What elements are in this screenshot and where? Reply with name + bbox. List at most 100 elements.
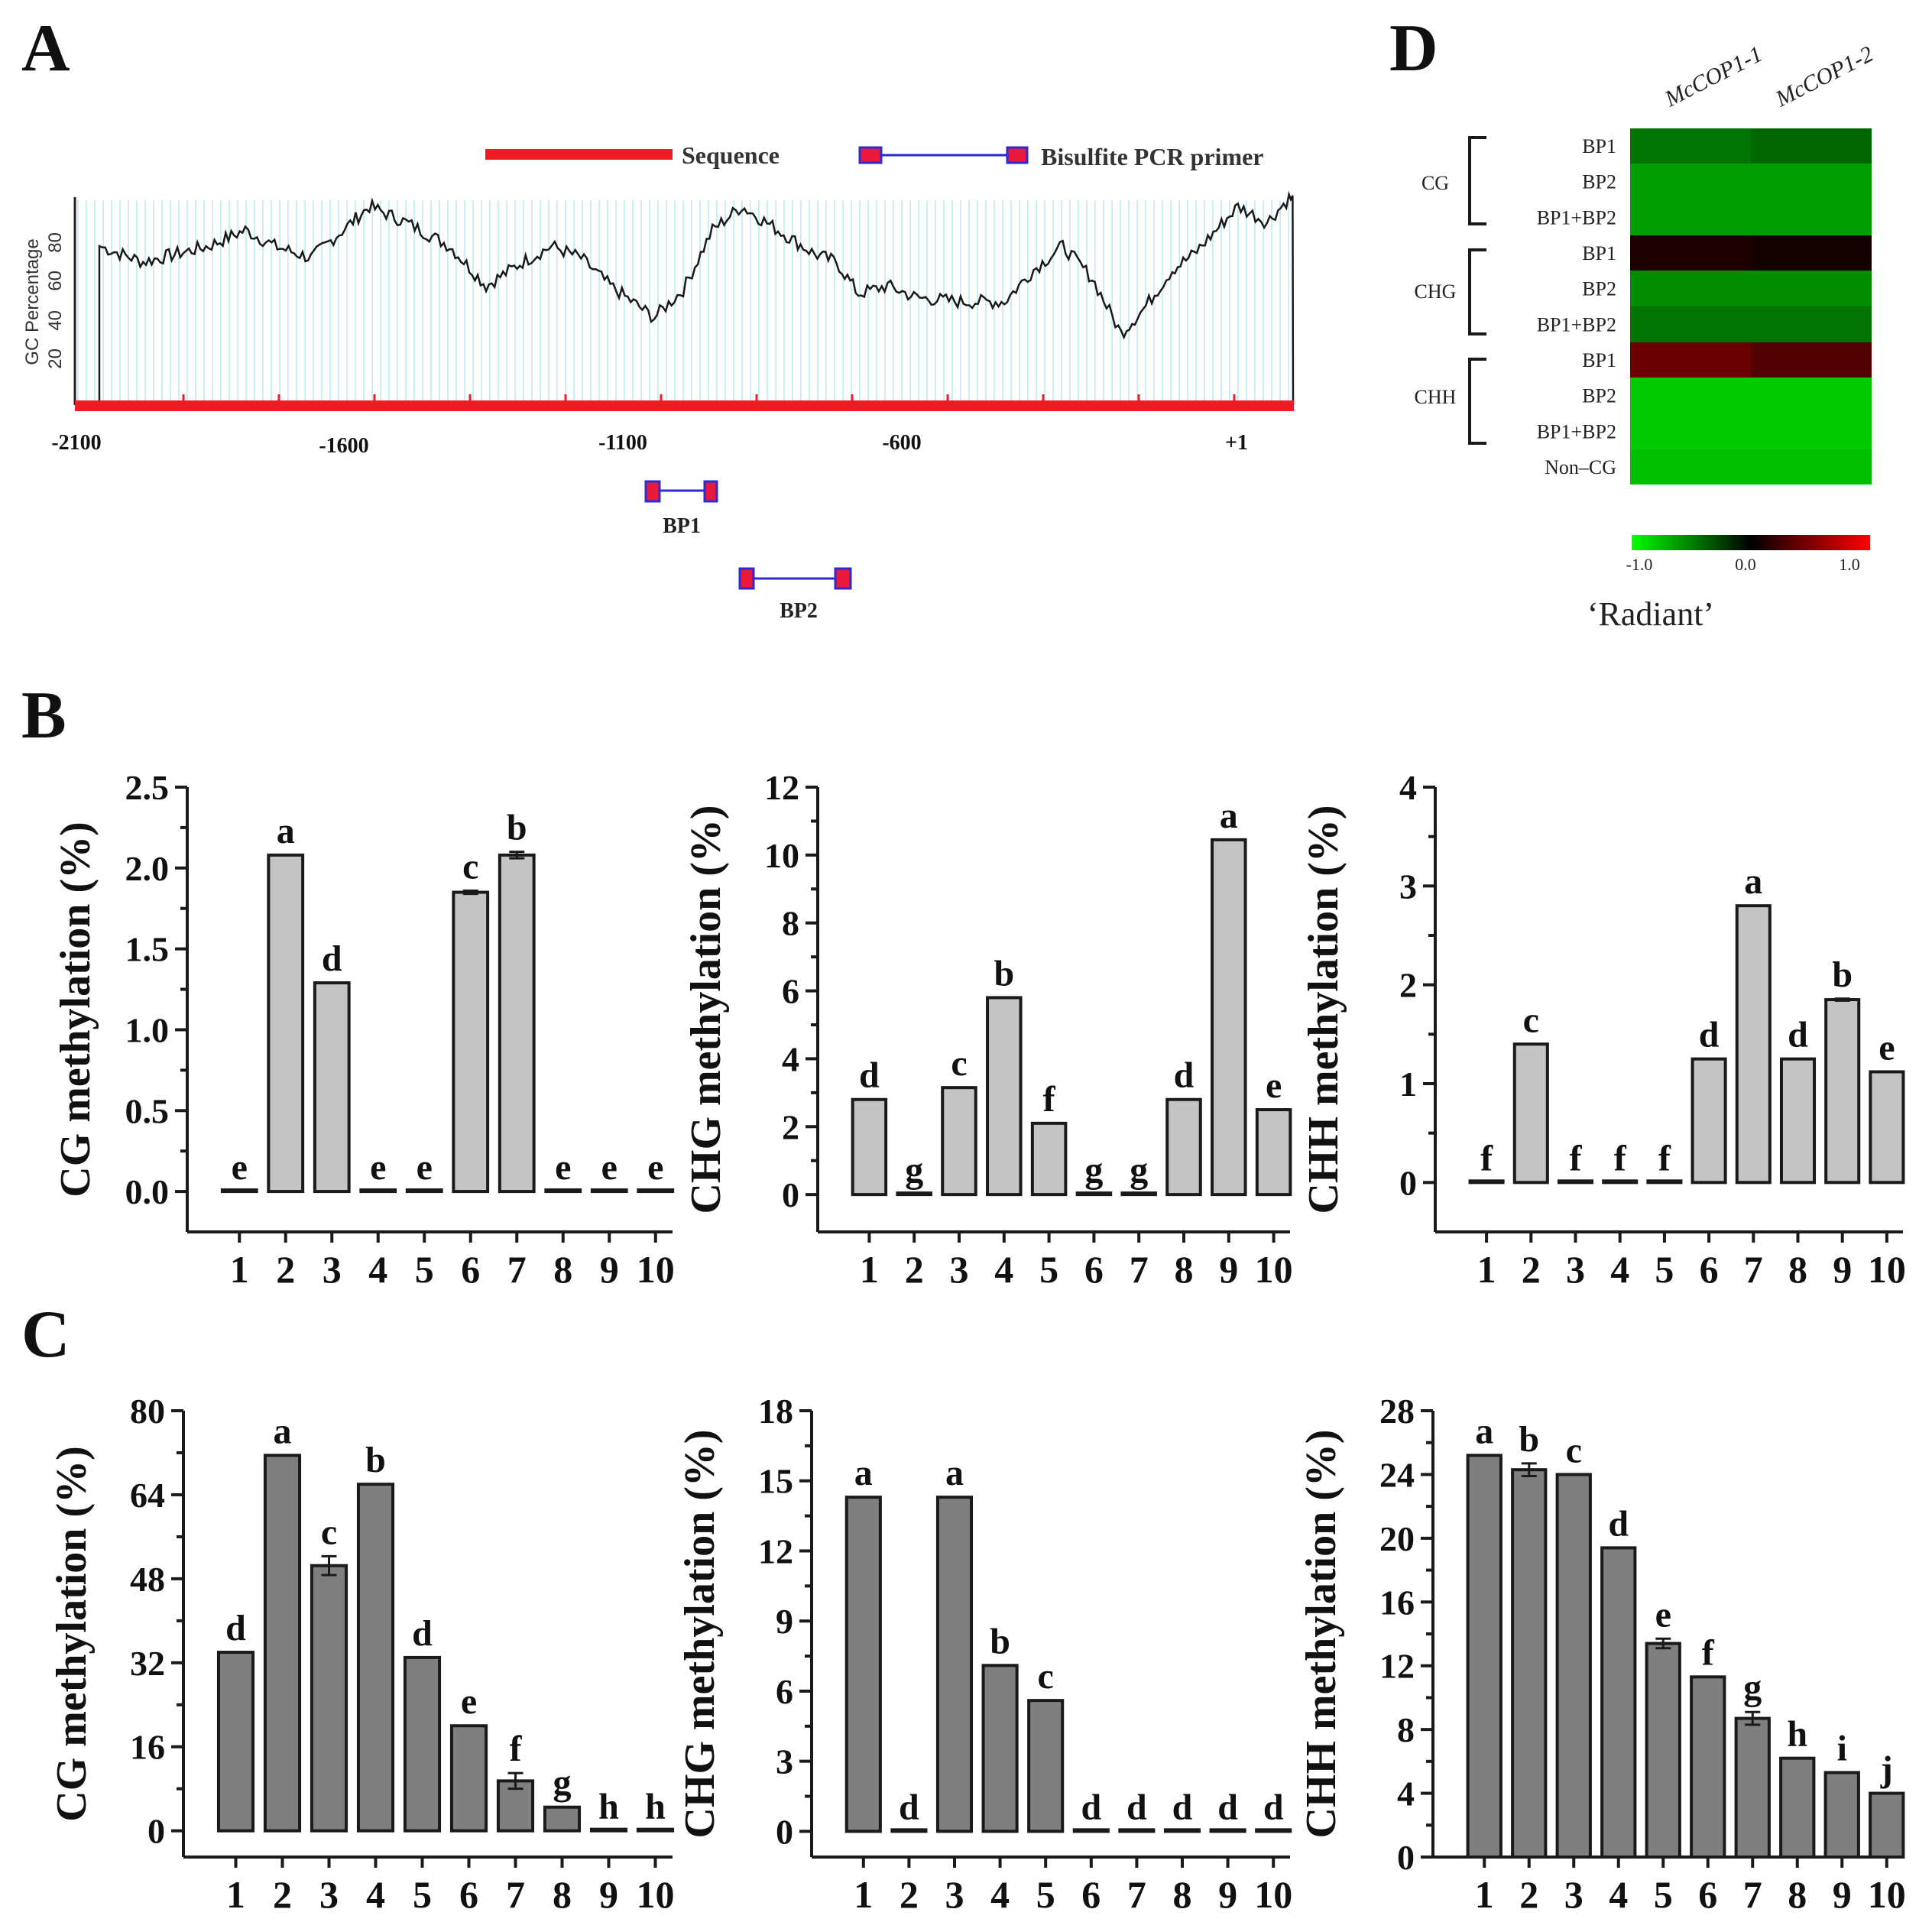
significance-letter: b <box>1832 955 1853 995</box>
bar <box>453 893 488 1192</box>
significance-letter: b <box>507 808 527 848</box>
heatmap-row-label: BP1+BP2 <box>1537 314 1616 336</box>
gc-y-tick-60: 60 <box>45 271 66 291</box>
significance-letter: d <box>1699 1015 1720 1055</box>
scale-label-min: -1.0 <box>1626 555 1653 574</box>
bar <box>1737 906 1770 1182</box>
x-tick-label: 1 <box>1475 1873 1494 1916</box>
y-axis-title: CHH methylation (%) <box>1298 1429 1345 1838</box>
legend-primer-swatch <box>860 147 1027 163</box>
x-tick-label: 2 <box>273 1873 292 1916</box>
y-tick-label: 0 <box>776 1812 793 1851</box>
significance-letter: f <box>510 1729 523 1769</box>
x-tick-label: 6 <box>1700 1248 1719 1291</box>
significance-letter: f <box>1043 1079 1056 1120</box>
y-axis-title: CHG methylation (%) <box>676 1429 724 1838</box>
x-tick-label: 7 <box>1744 1248 1763 1291</box>
x-tick-label: 10 <box>637 1873 675 1916</box>
group-label-chh: CHH <box>1415 386 1457 408</box>
x-tick-label: 2 <box>1522 1248 1541 1291</box>
x-tick-label: 3 <box>319 1873 339 1916</box>
significance-letter: c <box>321 1512 337 1552</box>
gc-grid <box>78 200 1289 400</box>
gc-content-plot: Sequence Bisulfite PCR primer 20 40 60 8… <box>22 141 1294 623</box>
x-tick-label: 3 <box>945 1873 964 1916</box>
y-tick-label: 3 <box>1399 867 1417 906</box>
gc-trace-line <box>99 194 1293 405</box>
y-tick-label: 6 <box>776 1672 793 1711</box>
x-tick-label: 3 <box>1566 1248 1585 1291</box>
bar <box>938 1497 971 1831</box>
gc-x-tick-2100: -2100 <box>51 431 101 455</box>
significance-letter: c <box>462 846 478 886</box>
significance-letter: e <box>1879 1027 1895 1068</box>
significance-letter: c <box>1038 1656 1054 1697</box>
bar <box>361 1190 395 1191</box>
bar <box>942 1087 976 1194</box>
y-tick-label: 10 <box>764 836 799 875</box>
x-tick-label: 6 <box>1081 1873 1101 1916</box>
x-tick-label: 5 <box>415 1248 434 1291</box>
bar <box>897 1193 931 1194</box>
bar <box>1870 1071 1903 1182</box>
heatmap-cell <box>1751 413 1872 449</box>
bar <box>1167 1100 1201 1194</box>
heatmap-cell <box>1630 342 1751 378</box>
bar <box>853 1100 887 1194</box>
bar <box>638 1190 673 1191</box>
gc-y-tick-20: 20 <box>45 348 66 369</box>
bar <box>1120 1830 1153 1831</box>
gc-y-label: GC Percentage <box>22 238 43 365</box>
y-tick-label: 4 <box>1399 768 1417 807</box>
heatmap-cell <box>1630 128 1751 164</box>
x-tick-label: 4 <box>990 1873 1010 1916</box>
x-tick-label: 8 <box>1788 1873 1807 1916</box>
bar <box>1603 1181 1636 1182</box>
panel-letter-b: B <box>21 679 66 753</box>
y-tick-label: 16 <box>130 1728 165 1767</box>
y-tick-label: 4 <box>782 1039 799 1078</box>
y-tick-label: 1 <box>1399 1065 1417 1104</box>
bar <box>1647 1644 1680 1857</box>
y-tick-label: 0 <box>1399 1163 1417 1202</box>
x-tick-label: 5 <box>413 1873 432 1916</box>
bar <box>219 1652 253 1831</box>
significance-letter: d <box>412 1613 433 1654</box>
y-tick-label: 1.0 <box>125 1010 170 1049</box>
heatmap-cell <box>1751 271 1872 306</box>
bracket-cg <box>1470 138 1486 224</box>
x-tick-label: 10 <box>1255 1248 1293 1291</box>
y-tick-label: 16 <box>1379 1583 1415 1622</box>
heatmap-cell <box>1630 378 1751 413</box>
heatmap-row-label: BP1 <box>1582 349 1616 371</box>
heatmap-row-labels: BP1BP2BP1+BP2BP1BP2BP1+BP2BP1BP2BP1+BP2N… <box>1537 135 1616 478</box>
significance-letter: e <box>1655 1594 1671 1635</box>
bar <box>1515 1044 1548 1182</box>
significance-letter: b <box>1519 1419 1539 1460</box>
heatmap-col-label-2: McCOP1-2 <box>1771 41 1877 112</box>
x-tick-label: 7 <box>1130 1248 1149 1291</box>
sequence-bar <box>75 400 1294 411</box>
significance-letter: j <box>1880 1749 1893 1790</box>
x-tick-label: 3 <box>950 1248 969 1291</box>
heatmap-row-label: BP2 <box>1582 278 1616 300</box>
legend-primer-label: Bisulfite PCR primer <box>1041 143 1264 170</box>
significance-letter: a <box>854 1453 873 1493</box>
y-axis-title: CG methylation (%) <box>48 1446 96 1822</box>
heatmap-row-label: Non–CG <box>1545 456 1616 478</box>
group-label-chg: CHG <box>1415 280 1457 303</box>
significance-letter: a <box>274 1411 292 1451</box>
x-tick-label: 6 <box>1084 1248 1104 1291</box>
y-tick-label: 6 <box>782 972 799 1011</box>
y-tick-label: 24 <box>1379 1455 1415 1494</box>
gc-y-tick-80: 80 <box>45 232 66 253</box>
primer-bp1 <box>646 481 717 501</box>
significance-letter: c <box>1566 1430 1582 1470</box>
bar <box>892 1830 925 1831</box>
x-tick-label: 2 <box>900 1873 919 1916</box>
heatmap-cell <box>1630 164 1751 199</box>
bar-chart-b1: 0.00.51.01.52.02.5CG methylation (%)1e2a… <box>52 768 675 1291</box>
bar <box>265 1455 300 1830</box>
x-tick-label: 4 <box>1609 1873 1628 1916</box>
significance-letter: d <box>1263 1787 1284 1827</box>
